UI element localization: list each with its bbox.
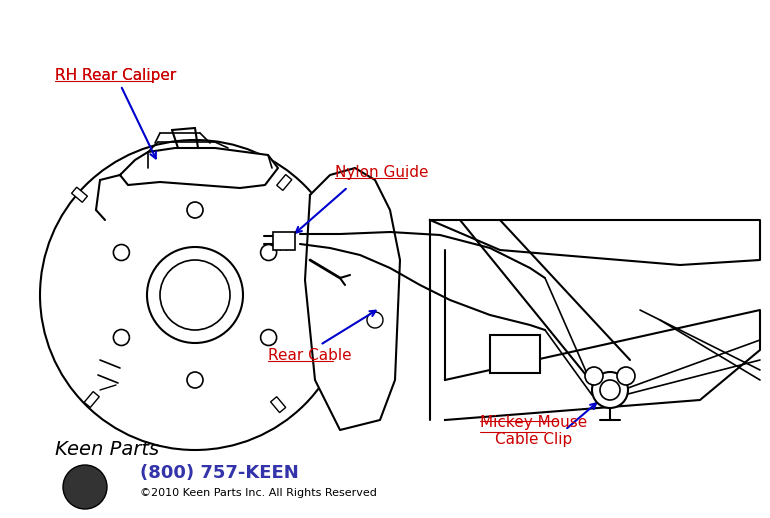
Bar bbox=[72, 187, 88, 203]
Circle shape bbox=[113, 244, 129, 261]
Text: RH Rear Caliper: RH Rear Caliper bbox=[55, 67, 176, 159]
Circle shape bbox=[617, 367, 635, 385]
Bar bbox=[270, 397, 286, 412]
Polygon shape bbox=[120, 148, 278, 188]
Circle shape bbox=[260, 329, 276, 346]
Text: Nylon Guide: Nylon Guide bbox=[335, 165, 428, 180]
Text: (800) 757-KEEN: (800) 757-KEEN bbox=[140, 464, 299, 482]
Polygon shape bbox=[445, 310, 760, 420]
Text: RH Rear Caliper: RH Rear Caliper bbox=[55, 67, 176, 82]
Circle shape bbox=[260, 244, 276, 261]
Circle shape bbox=[187, 202, 203, 218]
Circle shape bbox=[113, 329, 129, 346]
Text: Mickey Mouse
Cable Clip: Mickey Mouse Cable Clip bbox=[480, 415, 588, 448]
Circle shape bbox=[585, 367, 603, 385]
Circle shape bbox=[600, 380, 620, 400]
Polygon shape bbox=[430, 220, 760, 265]
Text: ©2010 Keen Parts Inc. All Rights Reserved: ©2010 Keen Parts Inc. All Rights Reserve… bbox=[140, 488, 377, 498]
Circle shape bbox=[63, 465, 107, 509]
Polygon shape bbox=[305, 168, 400, 430]
Bar bbox=[276, 175, 292, 191]
Circle shape bbox=[592, 372, 628, 408]
Circle shape bbox=[187, 372, 203, 388]
Bar bbox=[84, 392, 99, 408]
Text: Rear Cable: Rear Cable bbox=[268, 348, 352, 363]
Bar bbox=[273, 232, 295, 250]
Text: Keen Parts: Keen Parts bbox=[55, 440, 159, 459]
Bar bbox=[490, 335, 540, 373]
